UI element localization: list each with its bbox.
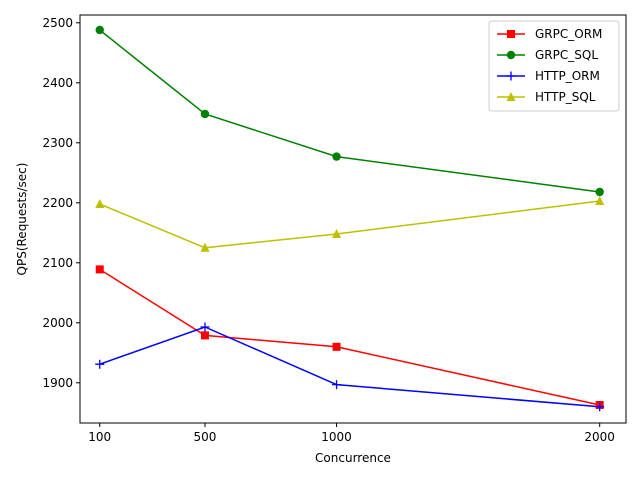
legend-label-http-sql: HTTP_SQL [535, 90, 596, 104]
x-axis-ticks: 100 500 1000 2000 [88, 423, 615, 444]
legend-label-grpc-orm: GRPC_ORM [535, 27, 602, 41]
legend-label-grpc-sql: GRPC_SQL [535, 48, 598, 62]
x-tick-label: 500 [194, 430, 217, 444]
data-point-http-sql [595, 196, 605, 205]
data-point-http-sql [200, 242, 210, 252]
axes-frame [79, 14, 627, 424]
legend-marker-http-orm [506, 71, 516, 81]
legend-marker-grpc-orm [507, 30, 515, 38]
data-point-grpc-sql [332, 152, 341, 161]
y-tick-label: 2300 [42, 136, 73, 150]
x-tick-label: 1000 [321, 430, 352, 444]
y-tick-label: 2000 [42, 316, 73, 330]
data-point-grpc-sql [95, 25, 104, 35]
y-tick-label: 2400 [42, 76, 73, 90]
series-line-http-sql [99, 200, 600, 249]
legend-marker-http-sql [506, 92, 516, 101]
plot-lines [99, 29, 600, 408]
data-point-http-orm [95, 359, 105, 369]
legend-label-http-orm: HTTP_ORM [535, 69, 600, 83]
y-tick-label: 2500 [42, 16, 73, 30]
legend-entry-http-sql: HTTP_SQL [497, 90, 596, 104]
legend-entry-grpc-sql: GRPC_SQL [497, 48, 598, 62]
data-point-grpc-orm [95, 265, 104, 274]
x-tick-label: 100 [88, 430, 111, 444]
series-line-grpc-sql [99, 29, 600, 193]
data-point-http-sql [95, 199, 105, 208]
legend-entry-http-orm: HTTP_ORM [497, 69, 600, 83]
data-point-grpc-sql [200, 109, 210, 119]
data-point-http-orm [332, 380, 342, 390]
y-tick-label: 2100 [42, 256, 73, 270]
y-tick-label: 2200 [42, 196, 73, 210]
data-point-grpc-orm [200, 331, 209, 340]
data-point-http-orm [595, 402, 605, 412]
y-axis-label: QPS(Requests/sec) [15, 163, 29, 276]
plot-markers [95, 25, 605, 412]
legend: GRPC_ORM GRPC_SQL HTTP_ORM HTTP_SQL [488, 20, 620, 112]
y-axis-ticks: 1900 2000 2100 2200 2300 2400 2500 [42, 16, 80, 390]
data-point-http-sql [332, 229, 342, 238]
x-tick-label: 2000 [584, 430, 615, 444]
legend-entry-grpc-orm: GRPC_ORM [497, 27, 602, 41]
series-line-grpc-orm [99, 268, 600, 406]
legend-box [488, 20, 620, 112]
data-point-grpc-sql [595, 187, 604, 197]
data-point-http-orm [200, 322, 210, 332]
x-axis-label: Concurrence [315, 451, 391, 465]
data-point-grpc-orm [332, 342, 341, 351]
y-tick-label: 1900 [42, 376, 73, 390]
series-line-http-orm [99, 326, 600, 408]
legend-marker-grpc-sql [506, 50, 516, 60]
